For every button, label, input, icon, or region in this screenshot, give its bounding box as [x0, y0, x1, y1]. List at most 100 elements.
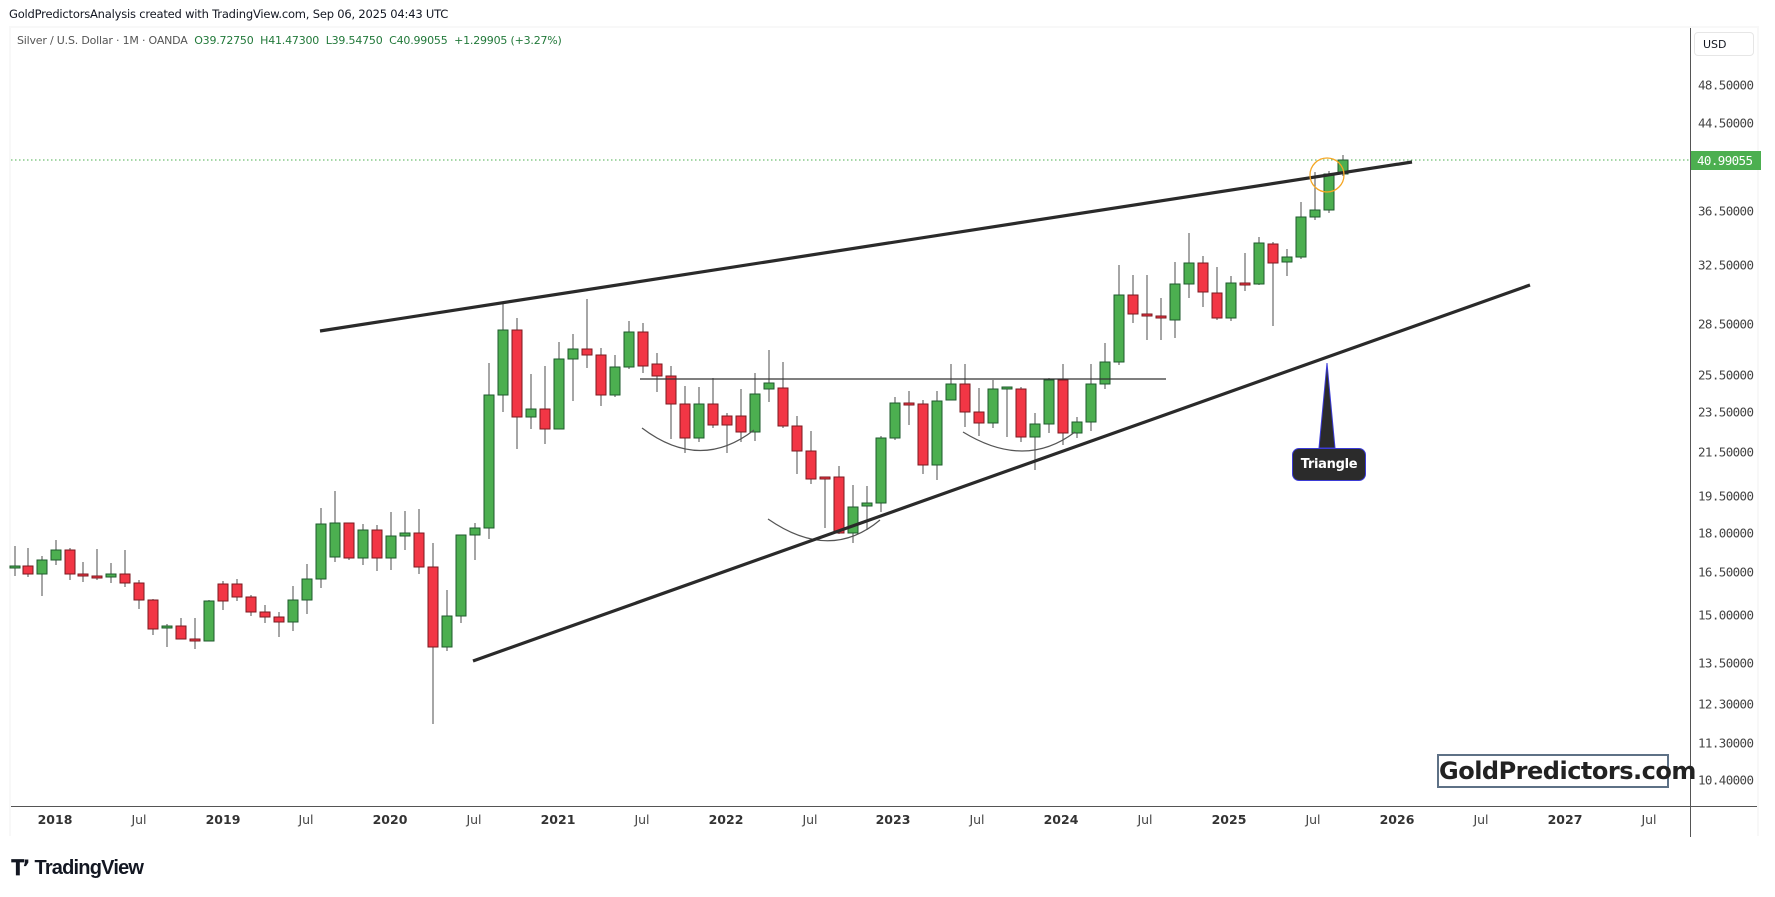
time-tick: Jul	[1641, 812, 1657, 827]
price-tick: 32.50000	[1698, 257, 1754, 273]
time-tick: Jul	[634, 812, 650, 827]
time-tick: Jul	[1305, 812, 1321, 827]
watermark: GoldPredictors.com	[1437, 754, 1696, 788]
axis-corner	[1690, 806, 1757, 837]
candle-body	[50, 549, 62, 561]
candle-body	[1267, 243, 1279, 264]
upper-trendline	[319, 160, 1413, 333]
candle-body	[931, 400, 943, 466]
ohlc-change: +1.29905 (+3.27%)	[454, 34, 562, 47]
candle-body	[749, 393, 761, 433]
candle-body	[36, 559, 48, 575]
candle-body	[581, 348, 593, 356]
candle-body	[917, 403, 929, 466]
time-tick: Jul	[969, 812, 985, 827]
candle-body	[1253, 242, 1265, 285]
price-tick: 36.50000	[1698, 203, 1754, 219]
price-tick: 18.00000	[1698, 525, 1754, 541]
candle-body	[1071, 421, 1083, 434]
candle-body	[1015, 388, 1027, 438]
candle-body	[133, 582, 145, 601]
candle-body	[469, 527, 481, 536]
time-tick: 2018	[37, 812, 73, 827]
candle-body	[1309, 209, 1321, 218]
candle-body	[777, 387, 789, 427]
candle-body	[329, 522, 341, 558]
cup-arc	[962, 431, 1076, 452]
candle-body	[847, 506, 859, 534]
candle-body	[175, 625, 187, 640]
lower-trendline	[472, 283, 1531, 663]
candle-body	[441, 615, 453, 648]
candle-body	[525, 408, 537, 418]
time-tick: Jul	[1137, 812, 1153, 827]
triangle-label[interactable]: Triangle	[1292, 448, 1366, 481]
candle-body	[22, 565, 34, 575]
candle-body	[875, 437, 887, 504]
time-axis[interactable]	[11, 806, 1690, 837]
candle-body	[1281, 256, 1293, 263]
candle-body	[1155, 315, 1167, 319]
candle-body	[385, 535, 397, 559]
breakout-circle	[1309, 157, 1345, 193]
candle-body	[693, 403, 705, 439]
candle-body	[539, 408, 551, 430]
candle-body	[161, 625, 173, 629]
tradingview-logo[interactable]: 𝐓’ TradingView	[11, 856, 144, 881]
cup-arc	[767, 518, 881, 542]
price-tick: 48.50000	[1698, 77, 1754, 93]
candle-body	[497, 329, 509, 396]
price-tick: 10.40000	[1698, 772, 1754, 788]
candle-body	[64, 549, 76, 575]
time-tick: 2026	[1379, 812, 1415, 827]
candle-body	[1113, 294, 1125, 363]
candle-body	[1099, 361, 1111, 385]
chart-credit: GoldPredictorsAnalysis created with Trad…	[9, 7, 449, 21]
plot-area[interactable]	[11, 28, 1690, 806]
price-tick: 44.50000	[1698, 115, 1754, 131]
candle-body	[959, 383, 971, 413]
candle-body	[651, 363, 663, 377]
candle-body	[763, 382, 775, 390]
candle-body	[567, 348, 579, 360]
candle-body	[287, 599, 299, 623]
time-tick: 2020	[372, 812, 408, 827]
candle-body	[889, 402, 901, 439]
cup-arc	[641, 427, 755, 452]
candle-body	[1225, 282, 1237, 319]
price-tick: 23.50000	[1698, 404, 1754, 420]
candle-body	[665, 375, 677, 405]
candle-body	[791, 425, 803, 452]
candle-body	[623, 331, 635, 368]
price-tick: 12.30000	[1698, 696, 1754, 712]
candle-body	[91, 575, 103, 579]
candle-body	[679, 403, 691, 439]
candle-body	[1085, 383, 1097, 423]
candle-body	[427, 566, 439, 648]
candle-body	[553, 358, 565, 430]
candle-body	[273, 616, 285, 623]
price-tick: 16.50000	[1698, 564, 1754, 580]
candle-body	[861, 502, 873, 507]
candle-body	[119, 573, 131, 584]
time-tick: 2022	[708, 812, 744, 827]
time-tick: Jul	[131, 812, 147, 827]
candle-body	[721, 415, 733, 426]
candle-body	[1183, 262, 1195, 285]
price-tick: 13.50000	[1698, 655, 1754, 671]
candle-body	[1239, 282, 1251, 286]
time-tick: 2027	[1547, 812, 1583, 827]
candle-body	[1057, 379, 1069, 434]
tradingview-logo-icon: 𝐓’	[11, 856, 30, 880]
candle-body	[77, 573, 89, 577]
symbol-legend: Silver / U.S. Dollar · 1M · OANDA O39.72…	[17, 34, 562, 47]
candle-body	[147, 599, 159, 630]
candle-body	[1169, 283, 1181, 321]
candle-body	[833, 476, 845, 534]
candle-body	[413, 532, 425, 568]
time-tick: Jul	[1473, 812, 1489, 827]
currency-button[interactable]: USD	[1694, 32, 1754, 56]
candle-body	[315, 523, 327, 580]
candle-body	[343, 522, 355, 559]
symbol-title[interactable]: Silver / U.S. Dollar · 1M · OANDA	[17, 34, 188, 47]
